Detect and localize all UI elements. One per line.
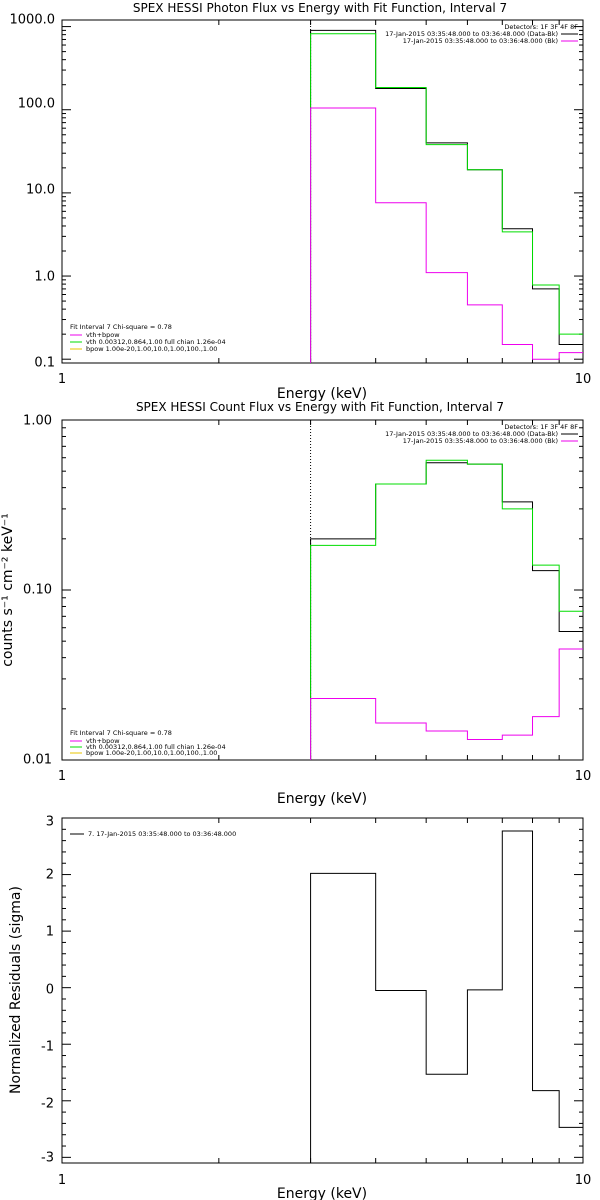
photon-flux-legend-left: Fit Interval 7 Chi-square = 0.78 vth+bpo…: [70, 323, 226, 353]
residuals-x-tick-labels: 1 10: [58, 1173, 591, 1188]
residuals-ticks: [62, 817, 583, 1163]
y-tick-label: -3: [41, 1151, 54, 1166]
count-flux-legend-left: Fit Interval 7 Chi-square = 0.78 vth+bpo…: [70, 729, 226, 757]
residuals-x-axis-label: Energy (keV): [277, 1186, 367, 1200]
photon-flux-title: SPEX HESSI Photon Flux vs Energy with Fi…: [133, 1, 507, 15]
x-tick-label: 10: [575, 769, 592, 784]
y-tick-label: 1000.0: [10, 13, 56, 28]
photon-flux-series-vth: [310, 33, 583, 363]
legend-entry-background: 17-Jan-2015 03:35:48.000 to 03:36:48.000…: [403, 37, 558, 45]
y-tick-label: 2: [46, 868, 54, 883]
y-tick-label: 1: [46, 925, 54, 940]
legend-entry-residuals: 7. 17-Jan-2015 03:35:48.000 to 03:36:48.…: [88, 830, 236, 838]
photon-flux-x-axis-label: Energy (keV): [277, 386, 367, 402]
legend-detectors: Detectors: 1F 3F 4F 8F: [504, 423, 578, 431]
legend-entry-total-fit: vth+bpow: [86, 737, 120, 745]
y-tick-label: 100.0: [18, 97, 55, 112]
count-flux-series-vth: [310, 459, 583, 760]
legend-fit-header: Fit Interval 7 Chi-square = 0.78: [70, 323, 172, 331]
residuals-legend: 7. 17-Jan-2015 03:35:48.000 to 03:36:48.…: [70, 830, 236, 838]
count-flux-x-axis-label: Energy (keV): [277, 791, 367, 807]
residuals-plot-frame: [61, 817, 584, 1164]
photon-flux-legend-right: Detectors: 1F 3F 4F 8F 17-Jan-2015 03:35…: [385, 23, 578, 45]
residuals-y-tick-labels: 3 2 1 0 -1 -2 -3: [41, 815, 54, 1166]
y-tick-label: 0.1: [34, 356, 55, 371]
legend-entry-vth: vth 0.00312,0.864,1.00 full chian 1.26e-…: [86, 338, 226, 346]
photon-flux-series-background: [310, 107, 583, 363]
y-tick-label: 0.01: [23, 753, 52, 768]
residuals-series: [310, 830, 583, 1163]
photon-flux-panel: SPEX HESSI Photon Flux vs Energy with Fi…: [10, 1, 592, 402]
y-tick-label: 0.10: [23, 583, 52, 598]
photon-flux-plot-frame: [61, 19, 584, 364]
legend-entry-bpow: bpow 1.00e-20,1.00,10.0,1.00,100.,1.00: [86, 749, 217, 757]
count-flux-series: [310, 420, 583, 760]
x-tick-label: 10: [575, 372, 592, 387]
y-tick-label: 10.0: [26, 183, 55, 198]
count-flux-legend-right: Detectors: 1F 3F 4F 8F 17-Jan-2015 03:35…: [385, 423, 578, 445]
count-flux-series-background: [310, 648, 583, 760]
residuals-series-7-17-jan-2015-03-35-48-000-to-03-36-48-000: [310, 830, 583, 1163]
count-flux-y-axis-label: counts s⁻¹ cm⁻² keV⁻¹: [0, 513, 16, 667]
photon-flux-y-tick-labels: 0.1 1.0 10.0 100.0 1000.0: [10, 13, 56, 371]
y-tick-label: -2: [41, 1097, 54, 1112]
legend-entry-vth: vth 0.00312,0.864,1.00 full chian 1.26e-…: [86, 743, 226, 751]
x-tick-label: 1: [58, 769, 66, 784]
legend-entry-total-fit: vth+bpow: [86, 331, 120, 339]
count-flux-title: SPEX HESSI Count Flux vs Energy with Fit…: [136, 400, 504, 414]
count-flux-ticks: [62, 419, 583, 761]
legend-entry-bpow: bpow 1.00e-20,1.00,10.0,1.00,100.,1.00: [86, 345, 217, 353]
count-flux-x-tick-labels: 1 10: [58, 769, 591, 784]
y-tick-label: -1: [41, 1040, 54, 1055]
y-tick-label: 0: [46, 983, 54, 998]
legend-fit-header: Fit Interval 7 Chi-square = 0.78: [70, 729, 172, 737]
y-tick-label: 3: [46, 815, 54, 830]
y-tick-label: 1.0: [34, 270, 55, 285]
count-flux-panel: SPEX HESSI Count Flux vs Energy with Fit…: [0, 400, 591, 807]
residuals-panel: 1 10 3 2 1 0 -1 -2 -3 Energy (keV) Norma…: [8, 815, 591, 1200]
photon-flux-series: [310, 20, 583, 363]
x-tick-label: 10: [575, 1173, 592, 1188]
legend-entry-background: 17-Jan-2015 03:35:48.000 to 03:36:48.000…: [403, 437, 558, 445]
count-flux-y-tick-labels: 0.01 0.10 1.00: [23, 414, 52, 768]
photon-flux-x-tick-labels: 1 10: [58, 372, 591, 387]
legend-entry-data: 17-Jan-2015 03:35:48.000 to 03:36:48.000…: [385, 430, 558, 438]
legend-entry-data: 17-Jan-2015 03:35:48.000 to 03:36:48.000…: [385, 30, 558, 38]
x-tick-label: 1: [58, 1173, 66, 1188]
legend-detectors: Detectors: 1F 3F 4F 8F: [504, 23, 578, 31]
x-tick-label: 1: [58, 372, 66, 387]
y-tick-label: 1.00: [23, 414, 52, 429]
residuals-y-axis-label: Normalized Residuals (sigma): [8, 886, 24, 1094]
